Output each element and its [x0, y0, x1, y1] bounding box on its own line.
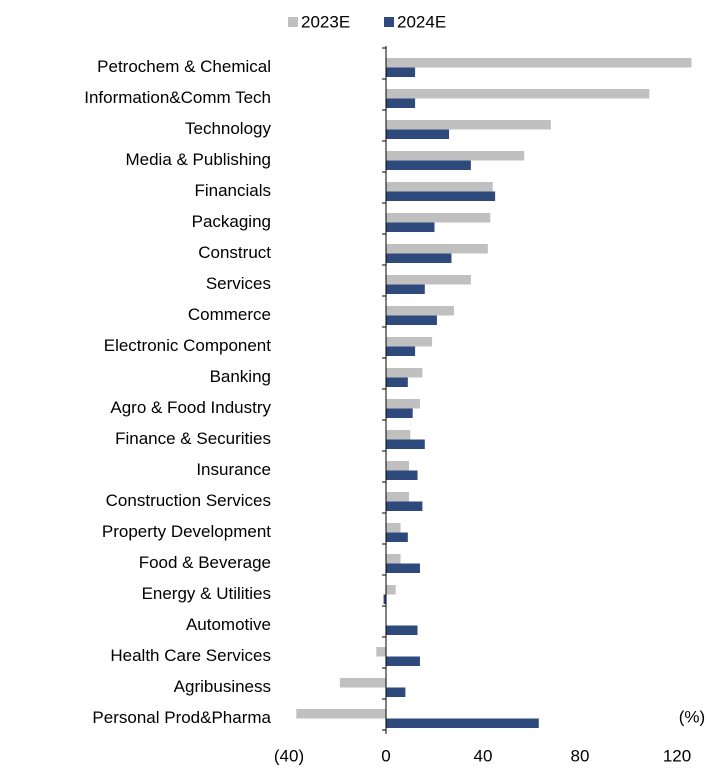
y-tick-label: Agro & Food Industry	[110, 398, 271, 417]
bar	[386, 523, 401, 533]
bar	[386, 377, 408, 387]
bar	[386, 563, 420, 573]
bar	[386, 120, 551, 130]
bar	[386, 89, 650, 99]
bar	[386, 182, 493, 192]
bar	[376, 647, 386, 657]
bar	[386, 532, 408, 542]
bar	[386, 284, 425, 294]
y-tick-label: Automotive	[186, 615, 271, 634]
bar	[386, 585, 396, 595]
bar	[386, 315, 437, 325]
bar	[386, 368, 423, 378]
bar	[339, 678, 386, 688]
bar	[386, 718, 539, 728]
bar	[386, 98, 416, 108]
bar	[386, 439, 425, 449]
y-tick-label: Food & Beverage	[139, 553, 271, 572]
bar	[386, 554, 401, 564]
x-tick-label: 80	[571, 746, 590, 765]
bar	[386, 408, 413, 418]
bar	[386, 492, 410, 502]
bar	[383, 594, 386, 604]
bar	[386, 160, 471, 170]
bar	[386, 625, 418, 635]
bar	[386, 337, 433, 347]
bar	[386, 430, 411, 440]
x-tick-label: 0	[381, 746, 390, 765]
y-tick-label: Construction Services	[106, 491, 271, 510]
bar	[386, 213, 491, 223]
y-tick-label: Insurance	[196, 460, 271, 479]
bar	[386, 399, 420, 409]
bar	[386, 656, 420, 666]
y-tick-label: Construct	[198, 243, 271, 262]
bar	[386, 306, 454, 316]
x-tick-label: 40	[474, 746, 493, 765]
bar	[386, 151, 525, 161]
y-tick-label: Packaging	[192, 212, 271, 231]
y-tick-label: Commerce	[188, 305, 271, 324]
legend-label: 2023E	[301, 12, 350, 31]
y-tick-label: Services	[206, 274, 271, 293]
y-tick-label: Financials	[194, 181, 271, 200]
bar	[386, 346, 416, 356]
y-tick-label: Health Care Services	[110, 646, 271, 665]
bar	[296, 709, 386, 719]
legend-swatch	[288, 17, 298, 27]
bar	[386, 687, 406, 697]
y-tick-label: Electronic Component	[104, 336, 272, 355]
y-tick-label: Personal Prod&Pharma	[92, 708, 271, 727]
bar	[386, 129, 450, 139]
y-tick-label: Banking	[210, 367, 271, 386]
x-tick-label: 120	[663, 746, 691, 765]
bar	[386, 275, 471, 285]
bar	[386, 470, 418, 480]
bar	[386, 191, 496, 201]
y-tick-label: Petrochem & Chemical	[97, 57, 271, 76]
bar	[386, 501, 423, 511]
y-tick-label: Information&Comm Tech	[84, 88, 271, 107]
legend-swatch	[384, 17, 394, 27]
y-tick-label: Property Development	[102, 522, 271, 541]
bar	[386, 58, 692, 68]
bar	[386, 222, 435, 232]
y-tick-label: Finance & Securities	[115, 429, 271, 448]
bar	[386, 253, 452, 263]
y-tick-label: Technology	[185, 119, 272, 138]
x-unit-label: (%)	[679, 707, 705, 726]
y-tick-label: Media & Publishing	[125, 150, 271, 169]
bar	[386, 244, 488, 254]
bar	[386, 67, 416, 77]
y-tick-label: Agribusiness	[174, 677, 271, 696]
legend-label: 2024E	[397, 12, 446, 31]
y-tick-label: Energy & Utilities	[142, 584, 271, 603]
bar	[386, 461, 410, 471]
x-tick-label: (40)	[274, 746, 304, 765]
